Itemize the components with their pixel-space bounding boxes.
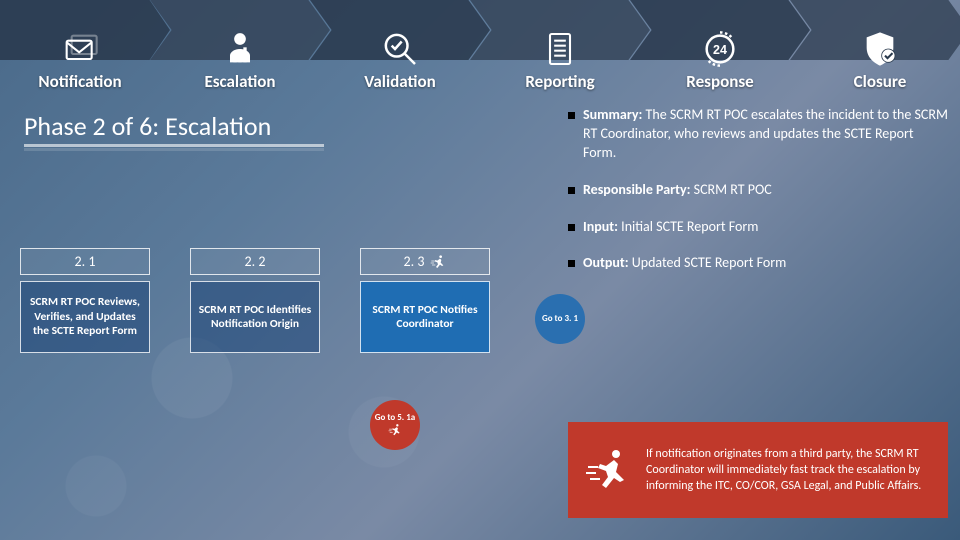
- runner-icon: [430, 254, 446, 270]
- goto-label: Go to 3. 1: [542, 314, 578, 324]
- nav-item-closure[interactable]: Closure: [800, 0, 960, 96]
- bullet-icon: [568, 112, 575, 119]
- bullet-icon: [568, 260, 575, 267]
- person-chart-icon: [220, 29, 260, 69]
- steps-row: 2. 1 SCRM RT POC Reviews, Verifies, and …: [20, 248, 490, 353]
- nav-item-response[interactable]: Response: [640, 0, 800, 96]
- step-number: 2. 2: [190, 248, 320, 275]
- info-item: Summary: The SCRM RT POC escalates the i…: [568, 106, 948, 163]
- step-text: SCRM RT POC Notifies Coordinator: [360, 281, 490, 353]
- info-item: Input: Initial SCTE Report Form: [568, 218, 948, 237]
- info-text: Input: Initial SCTE Report Form: [583, 218, 758, 237]
- info-list: Summary: The SCRM RT POC escalates the i…: [568, 106, 948, 273]
- bullet-icon: [568, 187, 575, 194]
- info-text: Responsible Party: SCRM RT POC: [583, 181, 772, 200]
- nav-item-validation[interactable]: Validation: [320, 0, 480, 96]
- step-2-2: 2. 2 SCRM RT POC Identifies Notification…: [190, 248, 320, 353]
- nav-label: Response: [686, 71, 753, 92]
- info-text: Summary: The SCRM RT POC escalates the i…: [583, 106, 948, 163]
- info-panel: Summary: The SCRM RT POC escalates the i…: [568, 106, 948, 291]
- nav-label: Notification: [38, 71, 121, 92]
- runner-icon: [388, 423, 402, 437]
- phase-title: Phase 2 of 6: Escalation: [24, 110, 324, 147]
- info-item: Output: Updated SCTE Report Form: [568, 254, 948, 273]
- goto-bubble[interactable]: Go to 5. 1a: [370, 400, 420, 450]
- step-2-3: 2. 3 SCRM RT POC Notifies Coordinator: [360, 248, 490, 353]
- nav-label: Escalation: [204, 71, 275, 92]
- goto-bubble[interactable]: Go to 3. 1: [535, 294, 585, 344]
- shield-check-icon: [860, 29, 900, 69]
- info-item: Responsible Party: SCRM RT POC: [568, 181, 948, 200]
- step-text: SCRM RT POC Identifies Notification Orig…: [190, 281, 320, 353]
- badge-24-icon: [700, 29, 740, 69]
- nav-label: Reporting: [525, 71, 594, 92]
- nav-label: Validation: [364, 71, 435, 92]
- info-text: Output: Updated SCTE Report Form: [583, 254, 786, 273]
- magnify-check-icon: [380, 29, 420, 69]
- callout-text: If notification originates from a third …: [646, 446, 932, 495]
- step-number: 2. 3: [360, 248, 490, 275]
- step-text: SCRM RT POC Reviews, Verifies, and Updat…: [20, 281, 150, 353]
- step-number: 2. 1: [20, 248, 150, 275]
- envelope-icon: [60, 29, 100, 69]
- phase-nav: Notification Escalation Validation Repor…: [0, 0, 960, 96]
- nav-item-escalation[interactable]: Escalation: [160, 0, 320, 96]
- nav-item-reporting[interactable]: Reporting: [480, 0, 640, 96]
- nav-item-notification[interactable]: Notification: [0, 0, 160, 96]
- step-2-1: 2. 1 SCRM RT POC Reviews, Verifies, and …: [20, 248, 150, 353]
- goto-label: Go to 5. 1a: [375, 413, 416, 423]
- document-icon: [540, 29, 580, 69]
- runner-icon: [584, 446, 632, 494]
- bullet-icon: [568, 224, 575, 231]
- nav-label: Closure: [854, 71, 907, 92]
- fast-track-callout: If notification originates from a third …: [568, 422, 948, 518]
